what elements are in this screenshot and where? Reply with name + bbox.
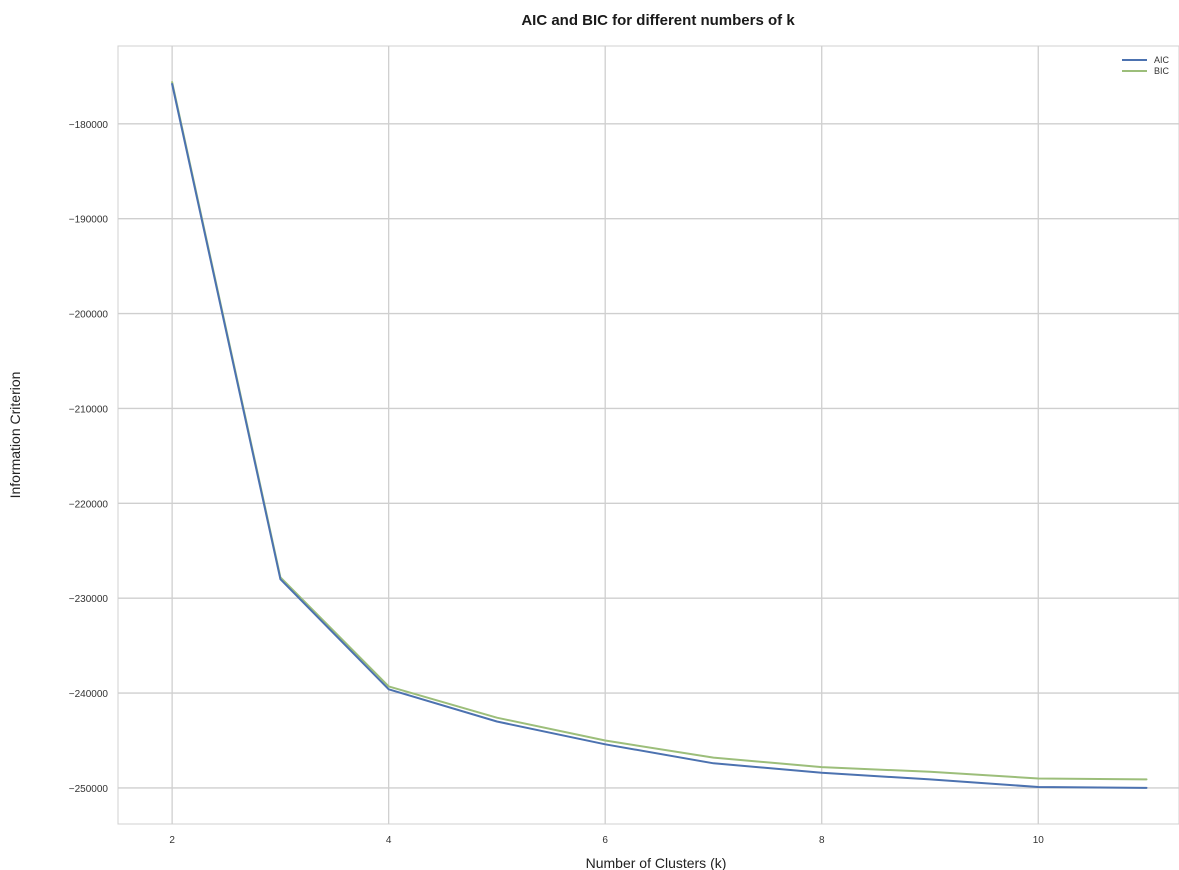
y-tick-label: −250000 (69, 784, 109, 795)
y-tick-label: −240000 (69, 689, 109, 700)
x-tick-label: 8 (819, 835, 825, 846)
y-tick-label: −220000 (69, 499, 109, 510)
y-axis-label: Information Criterion (7, 372, 23, 499)
series-line-bic (171, 81, 1148, 781)
plot-area (117, 45, 1179, 825)
x-tick-label: 10 (1033, 835, 1045, 846)
series-lines (171, 81, 1148, 789)
y-tick-label: −230000 (69, 594, 109, 605)
y-tick-label: −200000 (69, 310, 109, 321)
x-tick-label: 4 (386, 835, 392, 846)
x-tick-label: 6 (602, 835, 608, 846)
x-axis-ticks: 2 4 6 8 10 (169, 835, 1044, 846)
grid (118, 46, 1179, 824)
y-tick-label: −180000 (69, 120, 109, 131)
legend-label-aic: AIC (1154, 55, 1170, 65)
plot-frame (117, 45, 1179, 825)
y-tick-label: −190000 (69, 215, 109, 226)
x-tick-label: 2 (169, 835, 175, 846)
y-tick-label: −210000 (69, 404, 109, 415)
y-axis-ticks: −180000 −190000 −200000 −210000 −220000 −2300… (69, 120, 109, 795)
legend-label-bic: BIC (1154, 66, 1170, 76)
chart-title: AIC and BIC for different numbers of k (521, 12, 795, 29)
x-axis-label: Number of Clusters (k) (586, 855, 727, 870)
series-line-aic (171, 83, 1148, 789)
